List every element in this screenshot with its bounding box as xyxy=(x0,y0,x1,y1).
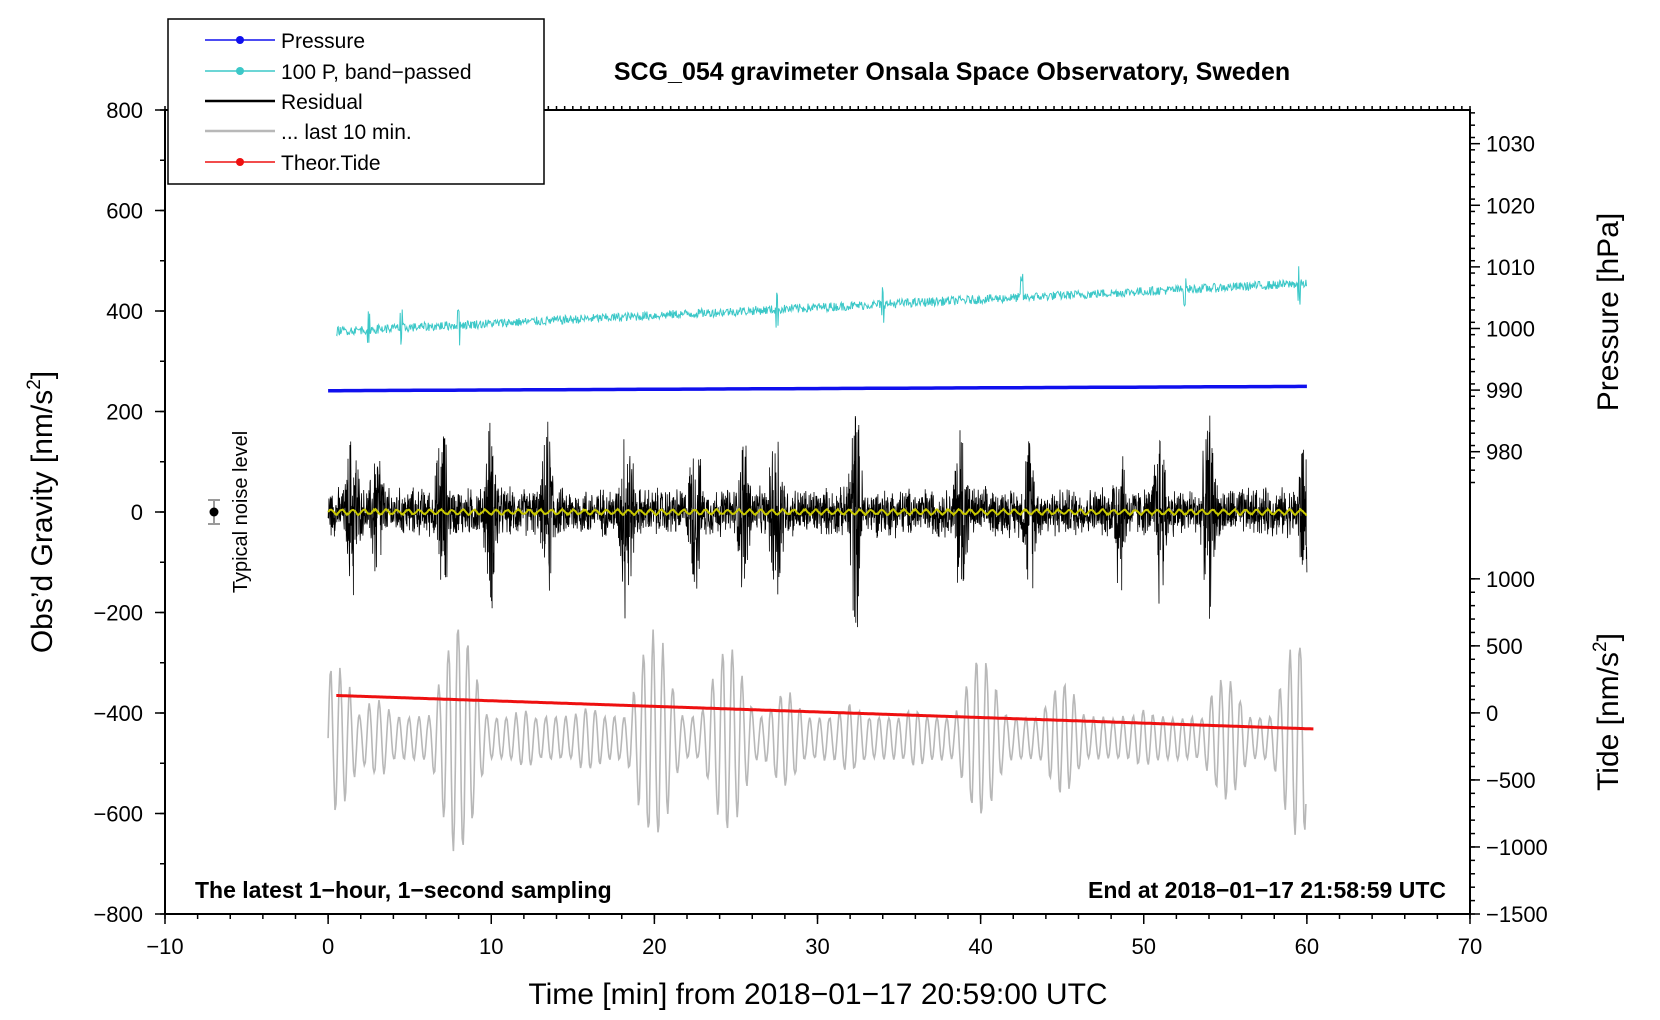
x-tick-label: 20 xyxy=(642,934,666,959)
tide-tick-label: 1000 xyxy=(1486,567,1535,592)
y-left-tick-label: 600 xyxy=(106,199,143,224)
y-axis-label-gravity: Obs’d Gravity [nm/s2] xyxy=(24,371,59,653)
x-tick-label: 0 xyxy=(322,934,334,959)
tide-tick-label: −500 xyxy=(1486,768,1536,793)
right-note: End at 2018−01−17 21:58:59 UTC xyxy=(1088,877,1446,903)
svg-text:Residual: Residual xyxy=(281,91,363,114)
y-left-tick-label: 800 xyxy=(106,98,143,123)
x-tick-label: 60 xyxy=(1295,934,1319,959)
y-axis-label-pressure: Pressure [hPa] xyxy=(1592,213,1625,411)
x-tick-label: 30 xyxy=(805,934,829,959)
legend-entry-last-10-min: ... last 10 min. xyxy=(205,121,412,144)
tide-tick-label: −1500 xyxy=(1486,902,1548,927)
x-tick-label: 70 xyxy=(1458,934,1482,959)
y-left-tick-label: −600 xyxy=(93,802,143,827)
series-residual xyxy=(327,415,1308,628)
axis-layer: −10 0 10 20 30 40 50 60 708006004002000−200−400−… xyxy=(93,98,1547,959)
y-left-tick-label: 200 xyxy=(106,400,143,425)
legend-entry-theor-tide: Theor.Tide xyxy=(205,152,381,175)
y-left-tick-label: −800 xyxy=(93,902,143,927)
x-tick-label: 10 xyxy=(479,934,503,959)
svg-text:Theor.Tide: Theor.Tide xyxy=(281,152,381,175)
noise-level-label: Typical noise level xyxy=(230,431,252,593)
y-left-tick-label: −200 xyxy=(93,601,143,626)
y-axis-label-tide: Tide [nm/s2] xyxy=(1590,633,1625,791)
y-left-tick-label: 400 xyxy=(106,299,143,324)
svg-text:... last 10 min.: ... last 10 min. xyxy=(281,121,412,144)
legend-entry-band-passed: 100 P, band−passed xyxy=(205,61,472,84)
series-last-10-min xyxy=(327,629,1307,852)
tide-tick-label: −1000 xyxy=(1486,835,1548,860)
tide-tick-label: 500 xyxy=(1486,634,1523,659)
pressure-tick-label: 1030 xyxy=(1486,132,1535,157)
pressure-tick-label: 1010 xyxy=(1486,255,1535,280)
x-tick-label: 50 xyxy=(1132,934,1156,959)
series-pressure xyxy=(328,384,1307,393)
series-band-passed xyxy=(335,266,1307,346)
svg-text:Pressure: Pressure xyxy=(281,30,365,53)
series-residual-smoothed xyxy=(327,507,1308,517)
pressure-tick-label: 1020 xyxy=(1486,193,1535,218)
pressure-tick-label: 1000 xyxy=(1486,316,1535,341)
pressure-tick-label: 980 xyxy=(1486,440,1523,465)
series-layer xyxy=(327,266,1314,852)
x-tick-label: −10 xyxy=(146,934,183,959)
y-left-tick-label: −400 xyxy=(93,701,143,726)
tide-tick-label: 0 xyxy=(1486,701,1498,726)
legend-entry-residual: Residual xyxy=(205,91,363,114)
series-theor-tide xyxy=(336,694,1314,731)
x-tick-label: 40 xyxy=(968,934,992,959)
legend: Pressure 100 P, band−passed Residual ...… xyxy=(167,18,545,185)
noise-level-marker xyxy=(208,499,220,525)
left-note: The latest 1−hour, 1−second sampling xyxy=(195,877,612,903)
x-axis-label: Time [min] from 2018−01−17 20:59:00 UTC xyxy=(528,978,1107,1011)
y-left-tick-label: 0 xyxy=(131,500,143,525)
svg-text:100 P, band−passed: 100 P, band−passed xyxy=(281,61,472,84)
pressure-tick-label: 990 xyxy=(1486,378,1523,403)
legend-entry-pressure: Pressure xyxy=(205,30,365,53)
chart-title: SCG_054 gravimeter Onsala Space Observat… xyxy=(614,58,1290,86)
